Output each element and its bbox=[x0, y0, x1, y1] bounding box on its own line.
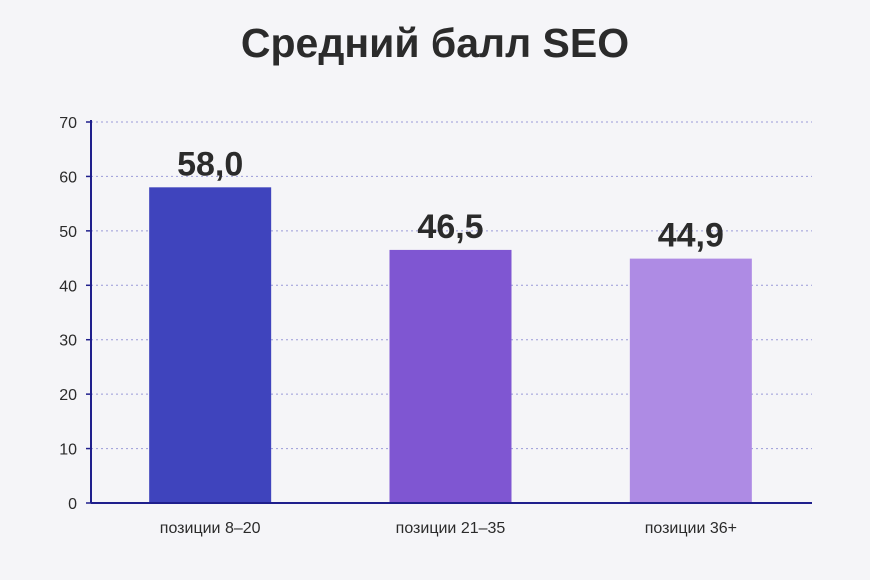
data-label-2: 46,5 bbox=[417, 208, 483, 246]
y-tick-label: 60 bbox=[59, 169, 77, 186]
y-tick-label: 70 bbox=[59, 115, 77, 132]
labels: 0 10 20 30 40 50 60 70 58,0 позиции 8–20 46,5 позиц… bbox=[59, 115, 737, 537]
category-label-3: позиции 36+ bbox=[645, 520, 737, 537]
data-label-1: 58,0 bbox=[177, 145, 243, 183]
chart-title: Средний балл SEO bbox=[240, 20, 630, 66]
data-label-3: 44,9 bbox=[658, 217, 724, 255]
category-label-1: позиции 8–20 bbox=[160, 520, 261, 537]
bar-3 bbox=[629, 258, 752, 503]
y-tick-label: 30 bbox=[59, 333, 77, 350]
y-tick-label: 20 bbox=[59, 387, 77, 404]
y-tick-label: 40 bbox=[59, 278, 77, 295]
y-tick-label: 10 bbox=[59, 442, 77, 459]
bar-2 bbox=[389, 249, 512, 503]
category-label-2: позиции 21–35 bbox=[396, 520, 506, 537]
y-tick-label: 0 bbox=[68, 496, 77, 513]
bars bbox=[149, 187, 752, 504]
axes bbox=[86, 120, 812, 504]
bar-1 bbox=[149, 187, 272, 504]
y-tick-label: 50 bbox=[59, 224, 77, 241]
